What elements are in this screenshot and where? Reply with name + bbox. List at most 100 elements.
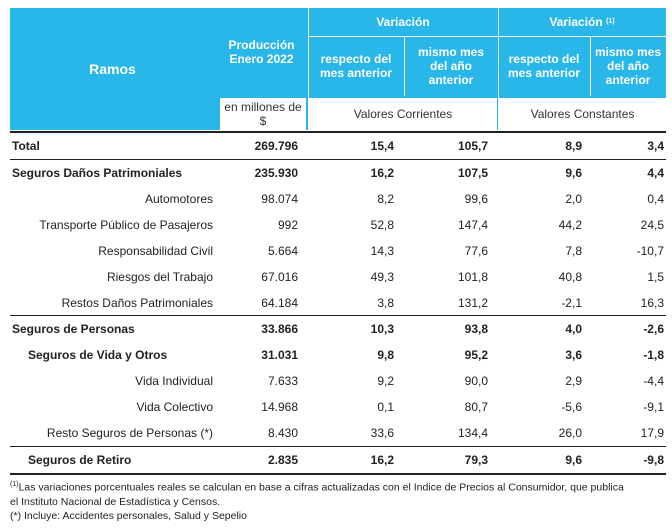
divider	[590, 36, 591, 96]
header-ramos-text: Ramos	[89, 61, 136, 77]
cell-corr-anio: 105,7	[457, 139, 488, 153]
header-unidad: en millones de $	[220, 98, 306, 130]
cell-corr-anio: 79,3	[464, 453, 488, 467]
divider	[498, 8, 499, 130]
footnote-1-line2: el Instituto Nacional de Estadística y C…	[10, 495, 221, 508]
cell-corr-anio: 134,4	[457, 426, 488, 440]
row-separator	[10, 131, 666, 133]
cell-produccion: 7.633	[267, 374, 298, 388]
cell-corr-anio: 131,2	[457, 296, 488, 310]
table-row: Resto Seguros de Personas (*) 8.430 33,6…	[10, 420, 666, 446]
row-name: Vida Colectivo	[136, 400, 214, 414]
header-const-mes: respecto del mes anterior	[498, 36, 590, 96]
cell-produccion: 98.074	[261, 192, 298, 206]
table-row: Restos Daños Patrimoniales 64.184 3,8 13…	[10, 290, 666, 316]
header-produccion-line2: Enero 2022	[229, 52, 294, 66]
cell-const-anio: 3,4	[647, 139, 664, 153]
cell-const-anio: -4,4	[643, 374, 664, 388]
row-name: Resto Seguros de Personas (*)	[46, 426, 213, 440]
cell-produccion: 5.664	[267, 244, 298, 258]
cell-corr-mes: 9,2	[377, 374, 394, 388]
table-row: Automotores 98.074 8,2 99,6 2,0 0,4	[10, 186, 666, 212]
cell-const-anio: 0,4	[647, 192, 664, 206]
header-corr-anio: mismo mes del año anterior	[404, 36, 498, 96]
cell-const-anio: -9,8	[643, 453, 664, 467]
cell-const-mes: 7,8	[565, 244, 582, 258]
cell-const-anio: 4,4	[647, 166, 664, 180]
table-header: Ramos Producción Enero 2022 Variación Va…	[10, 8, 666, 130]
cell-const-mes: 40,8	[558, 270, 582, 284]
footnote-1: (1)Las variaciones porcentuales reales s…	[10, 478, 666, 509]
cell-const-mes: 4,0	[565, 322, 582, 336]
header-corr-mes: respecto del mes anterior	[308, 36, 404, 96]
cell-const-mes: 26,0	[558, 426, 582, 440]
cell-corr-anio: 107,5	[457, 166, 488, 180]
cell-corr-mes: 52,8	[370, 218, 394, 232]
row-name: Restos Daños Patrimoniales	[61, 296, 213, 310]
cell-const-anio: 24,5	[640, 218, 664, 232]
footnote-2: (*) Incluye: Accidentes personales, Salu…	[10, 509, 666, 523]
header-valores-constantes: Valores Constantes	[499, 98, 666, 130]
table-row-total: Total 269.796 15,4 105,7 8,9 3,4	[10, 133, 666, 159]
header-variacion-sup: (1)	[606, 18, 615, 25]
cell-corr-anio: 80,7	[464, 400, 488, 414]
row-name: Riesgos del Trabajo	[106, 270, 213, 284]
cell-corr-mes: 16,2	[370, 453, 394, 467]
cell-const-anio: 17,9	[640, 426, 664, 440]
cell-corr-anio: 77,6	[464, 244, 488, 258]
header-const-mes-line1: respecto del	[508, 52, 580, 66]
header-unidad-line1: en millones de	[224, 100, 302, 114]
cell-produccion: 235.930	[254, 166, 298, 180]
cell-const-anio: -10,7	[636, 244, 664, 258]
header-const-anio-line1: mismo mes	[594, 45, 662, 59]
row-name: Seguros de Personas	[12, 322, 135, 336]
table-row: Riesgos del Trabajo 67.016 49,3 101,8 40…	[10, 264, 666, 290]
row-name: Responsabilidad Civil	[98, 244, 213, 258]
table-row: Transporte Público de Pasajeros 992 52,8…	[10, 212, 666, 238]
header-produccion: Producción Enero 2022	[215, 8, 308, 96]
cell-corr-anio: 147,4	[457, 218, 488, 232]
cell-const-mes: 3,6	[565, 348, 582, 362]
header-const-anio: mismo mes del año anterior	[590, 36, 666, 96]
header-const-anio-line3: anterior	[605, 73, 651, 87]
header-corr-anio-line3: anterior	[428, 73, 474, 87]
header-unidad-line2: $	[259, 114, 267, 128]
header-ramos: Ramos	[10, 8, 215, 130]
cell-produccion: 14.968	[261, 400, 298, 414]
cell-const-mes: 9,6	[565, 453, 582, 467]
table-row: Vida Colectivo 14.968 0,1 80,7 -5,6 -9,1	[10, 394, 666, 420]
cell-const-mes: 8,9	[565, 139, 582, 153]
row-name: Vida Individual	[135, 374, 213, 388]
row-name: Seguros de Retiro	[28, 453, 132, 467]
cell-produccion: 269.796	[254, 139, 298, 153]
table-row: Seguros de Personas 33.866 10,3 93,8 4,0…	[10, 316, 666, 342]
cell-const-mes: 2,0	[565, 192, 582, 206]
divider	[404, 36, 405, 96]
row-name: Automotores	[144, 192, 213, 206]
cell-produccion: 64.184	[261, 296, 298, 310]
cell-corr-mes: 16,2	[370, 166, 394, 180]
footnote-1-line1: Las variaciones porcentuales reales se c…	[18, 481, 624, 494]
table-row: Seguros Daños Patrimoniales 235.930 16,2…	[10, 160, 666, 186]
cell-produccion: 33.866	[261, 322, 298, 336]
cell-const-mes: 2,9	[565, 374, 582, 388]
row-name: Seguros de Vida y Otros	[28, 348, 168, 362]
cell-const-anio: -1,8	[643, 348, 664, 362]
cell-produccion: 67.016	[261, 270, 298, 284]
row-separator	[10, 446, 666, 447]
table-row: Seguros de Retiro 2.835 16,2 79,3 9,6 -9…	[10, 447, 666, 473]
cell-corr-anio: 90,0	[464, 374, 488, 388]
cell-const-mes: 9,6	[565, 166, 582, 180]
header-corr-anio-line2: del año	[429, 59, 472, 73]
header-valores-corrientes: Valores Corrientes	[309, 98, 497, 130]
cell-corr-mes: 49,3	[370, 270, 394, 284]
header-const-mes-line2: mes anterior	[507, 66, 581, 80]
cell-const-mes: -5,6	[561, 400, 582, 414]
cell-const-anio: -2,6	[643, 322, 664, 336]
header-produccion-line1: Producción	[228, 38, 295, 52]
header-variacion-real: Variación (1)	[498, 8, 666, 36]
cell-const-anio: 1,5	[647, 270, 664, 284]
header-valores-corrientes-text: Valores Corrientes	[353, 107, 453, 121]
row-name: Transporte Público de Pasajeros	[39, 218, 213, 232]
header-variacion: Variación	[308, 8, 498, 36]
